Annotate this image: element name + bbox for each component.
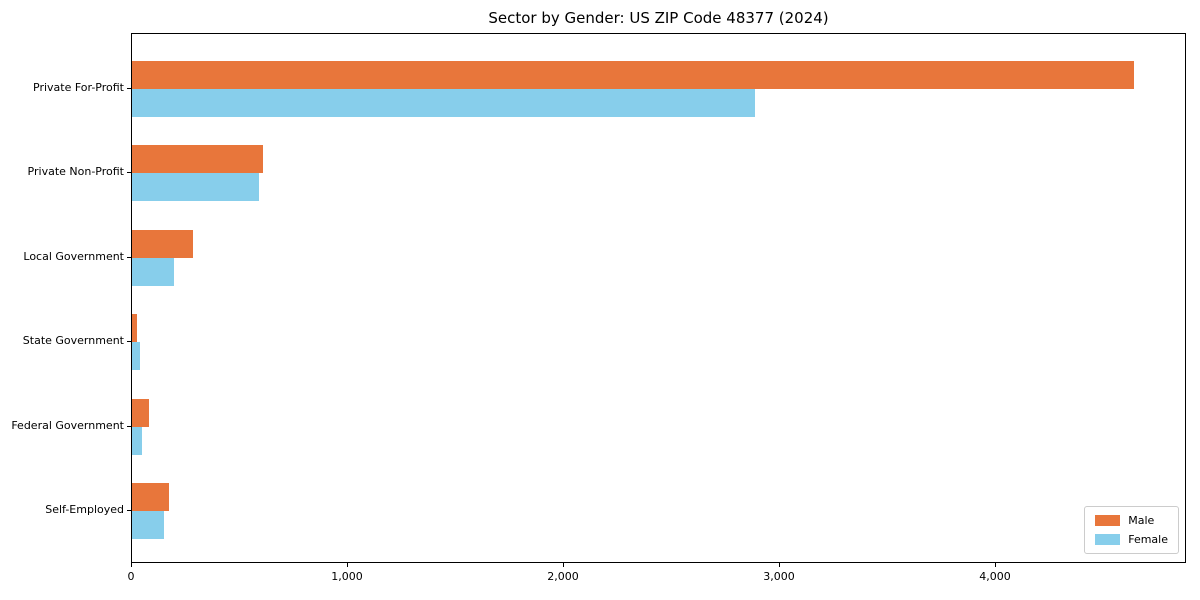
bar-male-local-government [132, 229, 193, 258]
y-tick-label-self-employed: Self-Employed [45, 503, 124, 516]
bar-male-self-employed [132, 483, 169, 511]
bar-female-private-for-profit [132, 89, 756, 117]
y-tick-mark [127, 425, 131, 427]
chart-title: Sector by Gender: US ZIP Code 48377 (202… [488, 9, 829, 27]
y-tick-label-federal-government: Federal Government [11, 418, 124, 432]
bar-female-state-government [132, 342, 140, 371]
legend-swatch-female [1095, 534, 1121, 545]
bar-male-private-for-profit [132, 61, 1135, 89]
x-tick-label-2000: 2,000 [547, 570, 579, 583]
legend-label-female: Female [1128, 533, 1168, 546]
y-tick-label-private-non-profit: Private Non-Profit [27, 165, 124, 179]
y-tick-mark [127, 172, 131, 174]
bar-female-local-government [132, 257, 175, 286]
legend-label-male: Male [1128, 514, 1155, 527]
y-tick-mark [127, 341, 131, 343]
bar-male-private-non-profit [132, 145, 263, 174]
x-tick-label-1000: 1,000 [331, 570, 363, 583]
x-tick-mark [347, 563, 348, 567]
legend-item-female: Female [1095, 533, 1168, 546]
x-tick-mark [563, 563, 564, 567]
y-tick-label-local-government: Local Government [23, 249, 124, 263]
y-tick-mark [127, 88, 131, 89]
y-tick-mark [127, 510, 131, 511]
legend-swatch-male [1095, 515, 1121, 526]
bar-male-state-government [132, 314, 138, 343]
x-tick-mark [131, 563, 132, 567]
legend: Male Female [1084, 506, 1179, 554]
x-tick-label-0: 0 [127, 570, 135, 583]
bar-female-self-employed [132, 511, 165, 539]
bar-male-federal-government [132, 398, 150, 427]
x-tick-label-3000: 3,000 [763, 570, 795, 583]
plot-area: Male Female [131, 33, 1186, 563]
y-tick-label-state-government: State Government [22, 334, 124, 348]
x-tick-label-4000: 4,000 [979, 570, 1011, 583]
legend-item-male: Male [1095, 514, 1168, 527]
x-tick-mark [779, 563, 780, 567]
y-tick-mark [127, 256, 131, 258]
bar-female-federal-government [132, 426, 142, 455]
y-tick-label-private-for-profit: Private For-Profit [33, 81, 124, 94]
bar-female-private-non-profit [132, 173, 260, 202]
x-tick-mark [995, 563, 996, 567]
